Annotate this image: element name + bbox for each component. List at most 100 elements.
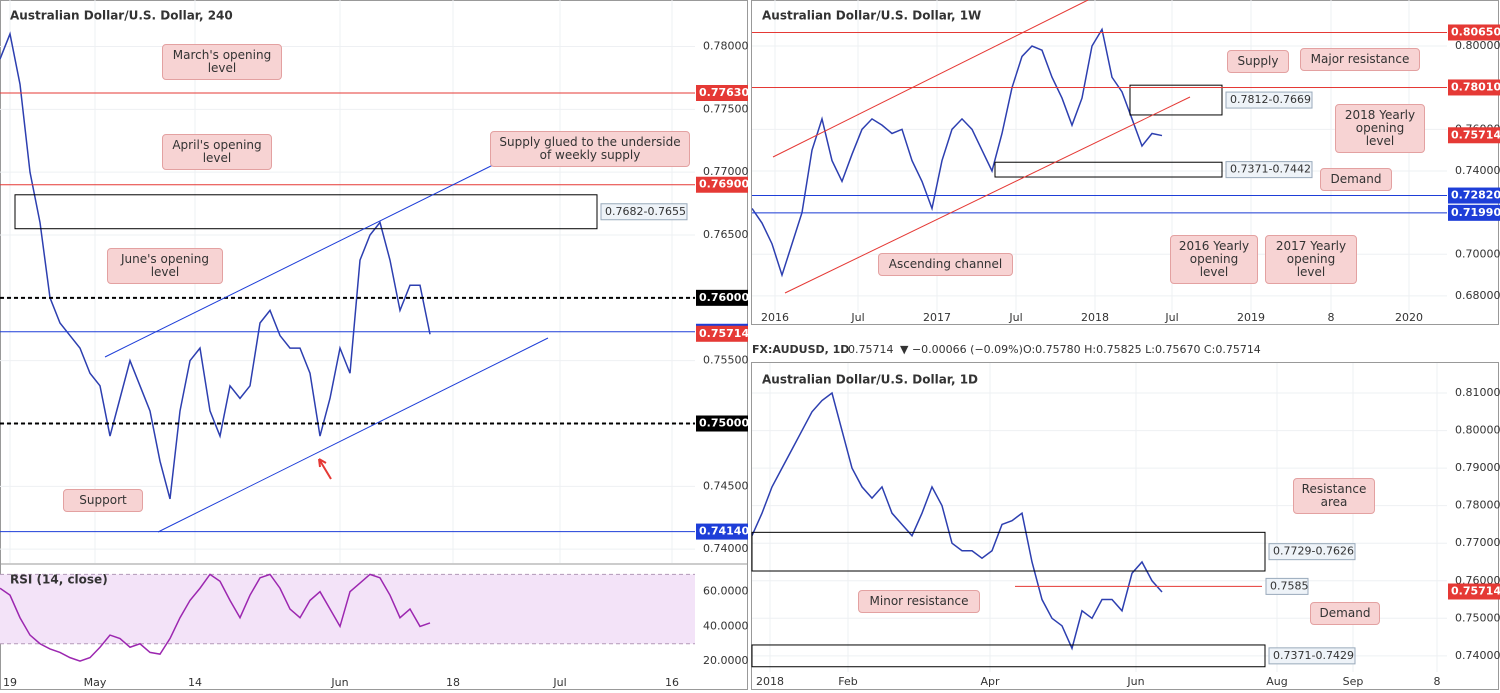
channel-line bbox=[104, 162, 498, 358]
callout: Resistance area bbox=[1293, 478, 1375, 514]
y-tick-label: 0.76500 bbox=[703, 228, 749, 241]
panel-border bbox=[751, 362, 1499, 690]
chart-title: Australian Dollar/U.S. Dollar, 1D bbox=[762, 373, 978, 387]
zone-label-box bbox=[600, 203, 688, 221]
channel-line bbox=[784, 96, 1191, 294]
x-tick-label: 2019 bbox=[1237, 311, 1265, 324]
y-tick-label: 40.0000 bbox=[703, 619, 749, 632]
level-label-box bbox=[696, 176, 748, 193]
panel-border bbox=[751, 0, 1499, 325]
x-tick-label: Jun bbox=[1126, 675, 1144, 688]
callout: 2017 Yearly opening level bbox=[1265, 235, 1357, 284]
x-tick-label: Feb bbox=[838, 675, 857, 688]
zone-label: 0.7812-0.7669 bbox=[1230, 93, 1311, 106]
zone-label: 0.7682-0.7655 bbox=[605, 205, 686, 218]
y-tick-label: 0.74000 bbox=[1455, 649, 1500, 662]
zone bbox=[1129, 84, 1223, 116]
zone bbox=[994, 161, 1223, 178]
price-line bbox=[0, 573, 431, 662]
level-label: 0.72820 bbox=[1451, 189, 1500, 202]
level-label-box bbox=[1448, 583, 1500, 600]
x-tick-label: 2018 bbox=[756, 675, 784, 688]
level-label: 0.75000 bbox=[699, 417, 749, 430]
y-tick-label: 0.75000 bbox=[1455, 611, 1500, 624]
y-tick-label: 0.75500 bbox=[703, 354, 749, 367]
y-tick-label: 0.74000 bbox=[703, 542, 749, 555]
channel-line bbox=[772, 0, 1089, 158]
x-tick-label: Jul bbox=[1164, 311, 1178, 324]
callout: 2016 Yearly opening level bbox=[1170, 235, 1258, 284]
price-line bbox=[752, 27, 1163, 278]
zone-label: 0.7729-0.7626 bbox=[1273, 545, 1354, 558]
x-tick-label: 2020 bbox=[1395, 311, 1423, 324]
chart-title: Australian Dollar/U.S. Dollar, 1W bbox=[762, 9, 981, 23]
y-tick-label: 0.70000 bbox=[1455, 247, 1500, 260]
y-tick-label: 20.0000 bbox=[703, 654, 749, 667]
level-label: 0.75714 bbox=[1451, 585, 1500, 598]
chart-title: Australian Dollar/U.S. Dollar, 240 bbox=[10, 9, 233, 23]
level-label-box bbox=[1448, 204, 1500, 221]
y-tick-label: 0.77000 bbox=[1455, 536, 1500, 549]
level-label: 0.74140 bbox=[699, 525, 749, 538]
zone-label-box bbox=[1268, 647, 1356, 665]
y-tick-label: 0.68000 bbox=[1455, 289, 1500, 302]
chart-title: RSI (14, close) bbox=[10, 573, 108, 587]
level-label: 0.80650 bbox=[1451, 25, 1500, 38]
x-tick-label: 8 bbox=[1328, 311, 1335, 324]
y-tick-label: 0.78000 bbox=[1455, 499, 1500, 512]
level-label-box bbox=[696, 523, 748, 540]
callout: Supply glued to the underside of weekly … bbox=[490, 131, 690, 167]
callout: June's opening level bbox=[107, 248, 223, 284]
level-label: 0.78010 bbox=[1451, 80, 1500, 93]
level-label: 0.77630 bbox=[699, 86, 749, 99]
zone-label-box bbox=[1268, 543, 1356, 561]
level-label: 0.7585 bbox=[1270, 579, 1309, 592]
y-tick-label: 0.81000 bbox=[1455, 386, 1500, 399]
y-tick-label: 0.74500 bbox=[703, 479, 749, 492]
zone bbox=[14, 194, 598, 230]
level-label-box bbox=[696, 84, 748, 101]
y-tick-label: 0.80000 bbox=[1455, 39, 1500, 52]
level-label-box bbox=[1448, 187, 1500, 204]
arrow bbox=[318, 458, 332, 480]
callout: Support bbox=[63, 489, 143, 512]
callout: Supply bbox=[1227, 50, 1289, 73]
level-label-box bbox=[1265, 577, 1309, 595]
x-tick-label: 2017 bbox=[923, 311, 951, 324]
callout: Minor resistance bbox=[858, 590, 980, 613]
header-symbol: FX:AUDUSD, 1D bbox=[752, 343, 849, 356]
level-label-box bbox=[696, 325, 748, 342]
y-tick-label: 60.0000 bbox=[703, 585, 749, 598]
x-tick-label: Jul bbox=[1008, 311, 1022, 324]
rsi-band bbox=[0, 574, 695, 644]
zone-label-box bbox=[1225, 161, 1313, 179]
price-line bbox=[752, 391, 1163, 651]
callout: April's opening level bbox=[162, 134, 272, 170]
header-ohlc: O:0.75780 H:0.75825 L:0.75670 C:0.75714 bbox=[1023, 343, 1261, 356]
zone bbox=[751, 531, 1266, 572]
callout: Major resistance bbox=[1300, 48, 1420, 71]
header-last: 0.75714 bbox=[848, 343, 894, 356]
x-tick-label: May bbox=[84, 676, 107, 689]
x-tick-label: 2016 bbox=[761, 311, 789, 324]
plot bbox=[0, 573, 695, 662]
level-label: 0.71990 bbox=[1451, 206, 1500, 219]
zone-label-box bbox=[1225, 91, 1313, 109]
level-label: 0.76900 bbox=[699, 178, 749, 191]
x-tick-label: 8 bbox=[1434, 675, 1441, 688]
channel-line bbox=[157, 337, 549, 533]
level-label: 0.75714 bbox=[1451, 128, 1500, 141]
price-line bbox=[0, 31, 431, 500]
header-change: ▼ −0.00066 (−0.09%) bbox=[900, 343, 1023, 356]
y-tick-label: 0.80000 bbox=[1455, 424, 1500, 437]
level-label-box bbox=[696, 415, 748, 432]
level-label-box bbox=[696, 289, 748, 306]
plot bbox=[752, 363, 1447, 672]
level-label-box bbox=[1448, 79, 1500, 96]
y-tick-label: 0.74000 bbox=[1455, 164, 1500, 177]
y-tick-label: 0.77500 bbox=[703, 102, 749, 115]
zone bbox=[751, 644, 1266, 668]
